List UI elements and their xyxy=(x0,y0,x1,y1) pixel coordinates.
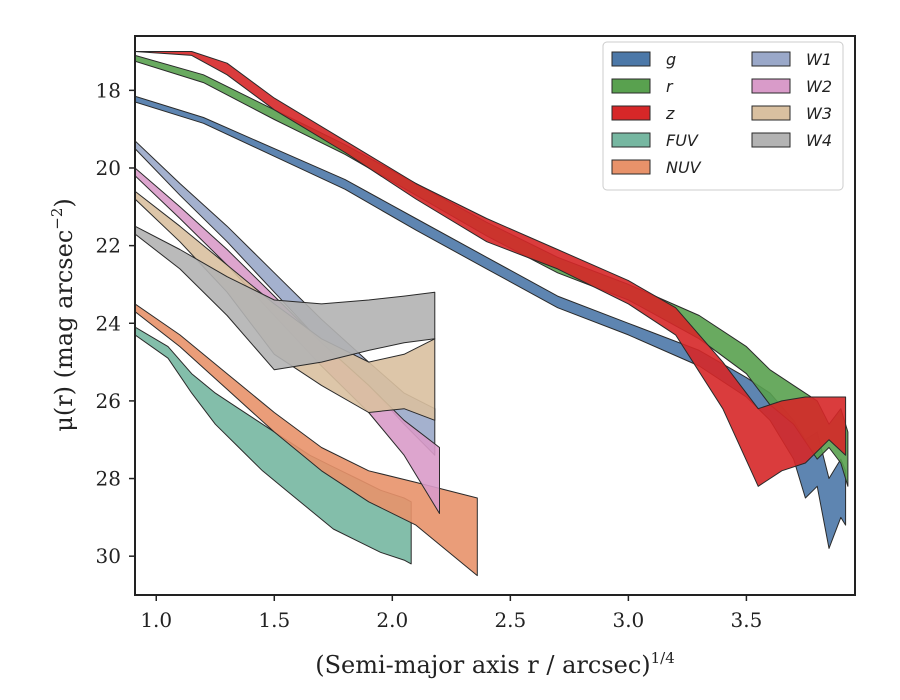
band-z xyxy=(135,51,847,487)
y-tick-label: 22 xyxy=(96,234,121,258)
legend-swatch-w3 xyxy=(751,105,791,121)
legend-swatch-w4 xyxy=(751,132,791,148)
band-nuv xyxy=(135,303,478,577)
legend-label-w2: W2 xyxy=(806,77,832,96)
plot-frame xyxy=(134,35,856,596)
legend: grz FUV NUV W1 W2 W3 W4 xyxy=(602,41,844,191)
y-tick-label: 28 xyxy=(96,467,121,491)
y-tick-label: 26 xyxy=(96,389,121,413)
legend-label-z: z xyxy=(665,104,675,123)
y-tick-label: 18 xyxy=(96,78,121,102)
legend-swatch-w2 xyxy=(751,78,791,94)
band-w4 xyxy=(135,225,436,371)
legend-label-w4: W4 xyxy=(806,131,832,150)
y-tick-label: 24 xyxy=(96,311,121,335)
band-fuv xyxy=(135,326,412,565)
legend-swatch-nuv xyxy=(611,159,651,175)
x-tick-label: 3.0 xyxy=(612,608,644,632)
x-tick-label: 2.0 xyxy=(376,608,408,632)
legend-label-nuv: NUV xyxy=(666,158,702,177)
x-tick-label: 1.5 xyxy=(258,608,290,632)
x-tick-label: 3.5 xyxy=(731,608,763,632)
y-axis: 18 20 22 24 26 28 30 xyxy=(96,78,135,568)
legend-swatch-r xyxy=(611,78,651,94)
x-axis: 1.0 1.5 2.0 2.5 3.0 3.5 xyxy=(140,595,762,632)
x-tick-label: 2.5 xyxy=(494,608,526,632)
legend-label-w3: W3 xyxy=(806,104,832,123)
x-tick-label: 1.0 xyxy=(140,608,172,632)
y-tick-label: 20 xyxy=(96,156,121,180)
x-axis-title-exponent: 1/4 xyxy=(651,649,675,667)
y-axis-title-exponent: −2 xyxy=(48,208,66,230)
legend-swatch-fuv xyxy=(611,132,651,148)
legend-swatch-z xyxy=(611,105,651,121)
y-axis-title: μ(r) (mag arcsec−2) xyxy=(48,198,78,432)
y-tick-label: 30 xyxy=(96,544,121,568)
legend-label-r: r xyxy=(666,77,674,96)
legend-label-w1: W1 xyxy=(806,50,832,69)
legend-label-fuv: FUV xyxy=(666,131,699,150)
band-w2 xyxy=(135,167,440,514)
x-axis-title: (Semi-major axis r / arcsec)1/4 xyxy=(315,649,675,679)
band-g xyxy=(135,95,847,549)
legend-label-g: g xyxy=(666,50,676,69)
legend-swatch-g xyxy=(611,51,651,67)
series-layer xyxy=(135,51,849,577)
legend-swatch-w1 xyxy=(751,51,791,67)
